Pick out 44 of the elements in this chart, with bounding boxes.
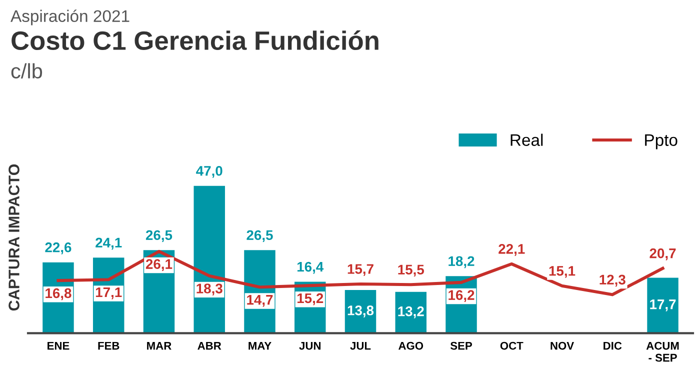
data-label: 12,3 (600, 274, 626, 287)
data-label: 26,5 (246, 230, 273, 242)
bar (647, 278, 678, 334)
data-label: 26,1 (146, 259, 172, 271)
x-tick-label: ACUM - SEP (646, 342, 679, 362)
data-label: 24,1 (96, 238, 122, 250)
data-label: 47,0 (196, 166, 222, 178)
data-label: 16,8 (46, 288, 72, 300)
x-tick-label: MAR (147, 342, 172, 350)
x-tick-label: JUL (350, 342, 371, 350)
data-label: 15,1 (549, 266, 576, 278)
y-axis-title: CAPTURA IMPACTO (8, 164, 20, 311)
x-tick-label: ENE (48, 342, 70, 350)
data-label: 20,7 (650, 248, 676, 260)
x-tick-label: AGO (398, 342, 424, 350)
chart-subtitle: Aspiración 2021 (10, 10, 130, 26)
data-label: 22,6 (45, 242, 72, 254)
legend-label: Ppto (645, 134, 678, 150)
bar (194, 186, 225, 334)
data-label: 18,3 (196, 284, 222, 296)
data-label: 26,5 (146, 230, 172, 242)
data-label: 15,5 (398, 264, 424, 277)
x-tick-label: MAY (248, 342, 272, 350)
x-tick-label: SEP (450, 342, 472, 350)
data-label: 13,8 (348, 305, 374, 318)
text: c/lb (11, 63, 42, 78)
chart-title: Costo C1 Gerencia Fundición (12, 30, 378, 50)
x-tick-label: JUN (299, 342, 320, 350)
data-label: 16,2 (448, 290, 474, 302)
data-label: 18,2 (448, 256, 474, 268)
data-label: 15,7 (348, 264, 374, 276)
data-label: 15,2 (297, 293, 324, 306)
data-label: 16,4 (297, 262, 324, 274)
x-tick-label: NOV (550, 342, 574, 350)
legend-label: Real (510, 134, 543, 146)
x-tick-label: ABR (198, 342, 222, 350)
x-tick-label: DIC (604, 342, 622, 350)
x-tick-label: OCT (500, 342, 524, 350)
data-label: 13,2 (398, 306, 424, 318)
data-label: 14,7 (247, 295, 273, 307)
data-label: 17,1 (96, 287, 122, 300)
x-tick-label: FEB (98, 342, 120, 350)
data-label: 17,7 (650, 300, 676, 312)
data-label: 22,1 (498, 244, 525, 256)
